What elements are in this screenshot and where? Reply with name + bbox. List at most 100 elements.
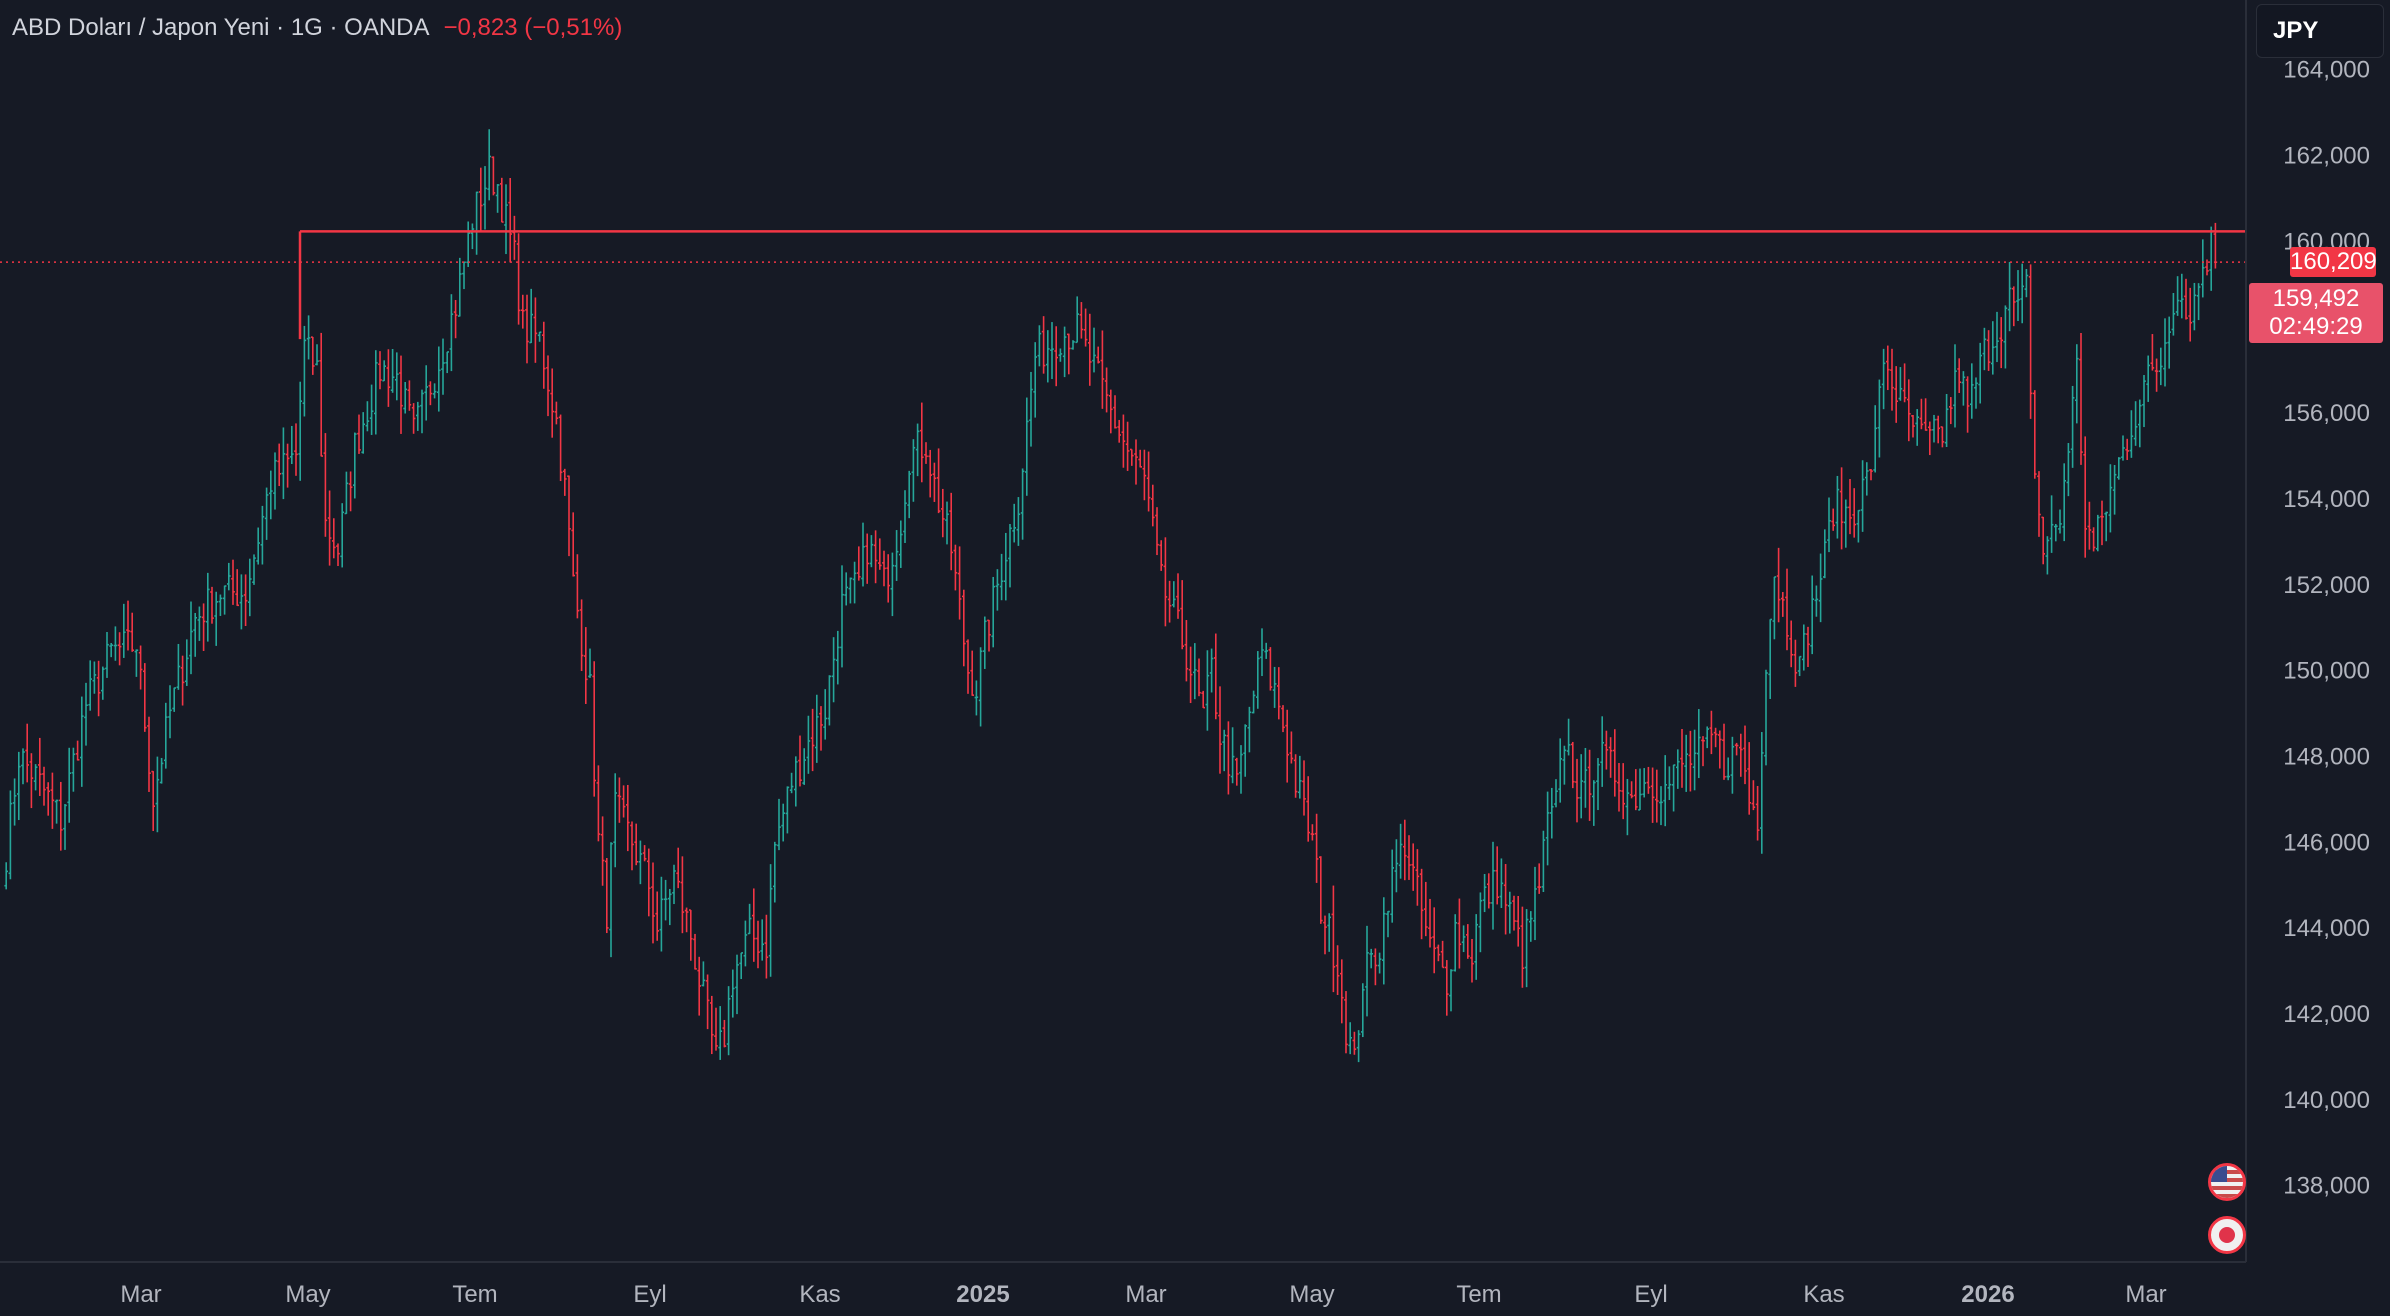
ohlc-bar bbox=[1071, 340, 1075, 350]
ohlc-bar bbox=[2150, 334, 2155, 371]
ohlc-bar bbox=[2091, 527, 2096, 552]
ohlc-bar bbox=[1671, 764, 1676, 812]
ohlc-bar bbox=[1516, 896, 1520, 947]
ohlc-bar bbox=[1722, 723, 1726, 780]
ohlc-bar bbox=[1134, 439, 1138, 485]
ohlc-bar bbox=[54, 799, 59, 824]
symbol-title[interactable]: ABD Doları / Japon Yeni · 1G · OANDA bbox=[12, 14, 430, 41]
japan-flag-icon[interactable] bbox=[2208, 1216, 2246, 1254]
ohlc-bar bbox=[147, 716, 151, 792]
ohlc-bar bbox=[970, 650, 974, 696]
ohlc-bar bbox=[1419, 868, 1424, 940]
ohlc-bar bbox=[1936, 415, 1940, 444]
ohlc-bar bbox=[361, 412, 365, 454]
ohlc-bar bbox=[1541, 830, 1546, 893]
ohlc-bar bbox=[1512, 895, 1516, 931]
ohlc-bar bbox=[1440, 940, 1445, 969]
ohlc-bar bbox=[1054, 326, 1058, 387]
ohlc-bar bbox=[903, 490, 907, 544]
ohlc-bar bbox=[96, 660, 101, 717]
ohlc-bar bbox=[1982, 327, 1987, 371]
ohlc-bar bbox=[924, 442, 928, 464]
ohlc-bar bbox=[1331, 885, 1336, 993]
ohlc-bar bbox=[365, 401, 370, 432]
price-axis-label: 148,000 bbox=[2283, 743, 2370, 770]
ohlc-bar bbox=[680, 856, 685, 934]
ohlc-bar bbox=[302, 325, 307, 417]
ohlc-bar bbox=[105, 632, 109, 678]
ohlc-bar bbox=[1760, 732, 1764, 854]
ohlc-bar bbox=[1289, 731, 1294, 764]
ohlc-bar bbox=[2163, 318, 2167, 387]
ohlc-bar bbox=[1256, 651, 1260, 709]
ohlc-bar bbox=[978, 647, 983, 727]
ohlc-bar bbox=[991, 576, 995, 648]
currency-button[interactable]: JPY bbox=[2256, 4, 2384, 58]
ohlc-bar bbox=[642, 845, 647, 862]
ohlc-bar bbox=[999, 553, 1004, 601]
ohlc-bar bbox=[323, 433, 328, 537]
ohlc-bar bbox=[1894, 366, 1898, 423]
ohlc-bar bbox=[596, 765, 601, 842]
ohlc-bar bbox=[827, 675, 832, 726]
ohlc-bar bbox=[1613, 729, 1617, 797]
ohlc-bar bbox=[705, 974, 710, 1030]
us-flag-icon[interactable] bbox=[2208, 1163, 2246, 1201]
ohlc-bar bbox=[1029, 371, 1033, 447]
ohlc-bar bbox=[357, 414, 361, 454]
ohlc-bar bbox=[823, 689, 827, 740]
ohlc-bar bbox=[2083, 436, 2087, 558]
ohlc-bar bbox=[420, 389, 424, 434]
ohlc-bar bbox=[1625, 778, 1630, 836]
ohlc-bar bbox=[1277, 667, 1281, 720]
ohlc-bar bbox=[1222, 729, 1226, 772]
ohlc-bar bbox=[655, 891, 659, 941]
ohlc-bar bbox=[92, 661, 97, 694]
ohlc-bar bbox=[143, 663, 147, 732]
chart-header: ABD Doları / Japon Yeni · 1G · OANDA −0,… bbox=[12, 14, 622, 42]
ohlc-bar bbox=[2075, 344, 2079, 424]
ohlc-bar bbox=[731, 969, 735, 1018]
ohlc-bar bbox=[437, 346, 441, 412]
ohlc-bar bbox=[941, 488, 945, 538]
ohlc-bar bbox=[1566, 718, 1571, 756]
ohlc-bar bbox=[290, 425, 294, 465]
ohlc-bar bbox=[248, 558, 252, 617]
ohlc-bar bbox=[1818, 553, 1823, 623]
ohlc-bar bbox=[882, 550, 886, 587]
ohlc-bar bbox=[109, 642, 113, 658]
ohlc-bar bbox=[689, 909, 693, 961]
ohlc-bar bbox=[1373, 948, 1378, 986]
time-axis-label: Tem bbox=[452, 1281, 497, 1308]
ohlc-bar bbox=[710, 995, 714, 1055]
ohlc-bar bbox=[4, 862, 8, 890]
ohlc-bar bbox=[1781, 592, 1785, 617]
ohlc-bar bbox=[2020, 263, 2024, 324]
ohlc-bar bbox=[1226, 721, 1231, 795]
ohlc-bar bbox=[1348, 1022, 1352, 1055]
ohlc-bar bbox=[2146, 355, 2150, 402]
ohlc-bar bbox=[659, 876, 664, 952]
ohlc-bar bbox=[1663, 755, 1667, 827]
ohlc-bar bbox=[1634, 769, 1638, 811]
ohlc-bar bbox=[138, 645, 143, 690]
ohlc-bar bbox=[1104, 367, 1109, 413]
ohlc-bar bbox=[1646, 766, 1651, 794]
ohlc-bar bbox=[1214, 633, 1218, 720]
ohlc-bar bbox=[222, 585, 227, 615]
ohlc-bar bbox=[1201, 690, 1205, 709]
ohlc-bar bbox=[1264, 642, 1268, 659]
ohlc-bar bbox=[1676, 749, 1680, 789]
price-axis-label: 140,000 bbox=[2283, 1087, 2370, 1114]
ohlc-bar bbox=[1650, 767, 1655, 823]
ohlc-bar bbox=[1146, 451, 1151, 512]
ohlc-bar bbox=[1919, 398, 1924, 430]
ohlc-bar bbox=[1176, 573, 1180, 619]
ohlc-bar bbox=[1151, 484, 1155, 527]
ohlc-bar bbox=[1319, 856, 1323, 924]
ohlc-bar bbox=[563, 468, 567, 496]
ohlc-bar bbox=[340, 503, 344, 568]
ohlc-bar bbox=[1524, 909, 1529, 988]
ohlc-bar bbox=[1239, 745, 1243, 794]
